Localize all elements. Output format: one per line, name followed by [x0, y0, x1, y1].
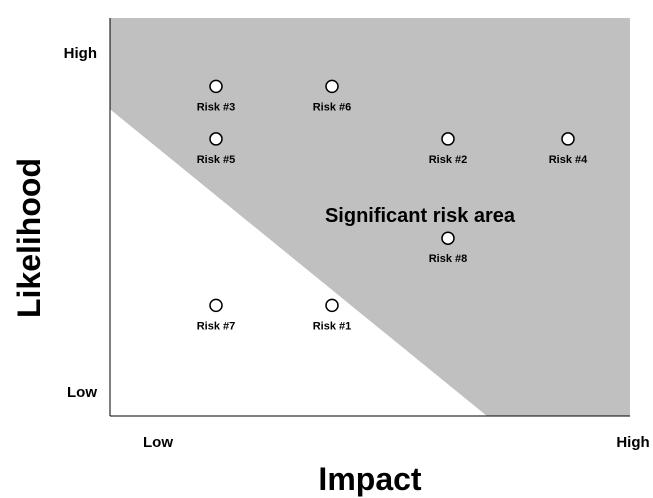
risk-point-label: Risk #8	[429, 253, 468, 265]
x-tick-high: High	[616, 434, 649, 451]
y-tick-high: High	[64, 45, 97, 62]
x-axis-title: Impact	[318, 461, 421, 497]
risk-point-marker	[441, 231, 455, 245]
risk-point-marker	[209, 298, 223, 313]
risk-point-marker	[325, 79, 339, 94]
risk-point-label: Risk #3	[197, 101, 236, 113]
risk-point-marker	[325, 298, 339, 313]
risk-point-marker	[441, 132, 455, 146]
region-label: Significant risk area	[325, 205, 516, 227]
data-points: Risk #3 Risk #6 Risk #5 Risk #2 Risk #4 Risk …	[197, 79, 588, 332]
x-tick-low: Low	[143, 434, 173, 451]
significant-risk-region	[110, 18, 630, 416]
risk-point-label: Risk #2	[429, 154, 468, 166]
y-axis-title: Likelihood	[11, 158, 47, 318]
y-tick-low: Low	[67, 384, 97, 401]
risk-point-marker	[209, 79, 223, 94]
risk-point-label: Risk #4	[549, 154, 588, 166]
risk-point-marker	[209, 132, 223, 146]
risk-point-label: Risk #1	[313, 320, 352, 332]
risk-point-label: Risk #5	[197, 154, 236, 166]
risk-point-label: Risk #7	[197, 320, 236, 332]
risk-point-label: Risk #6	[313, 101, 352, 113]
risk-point-marker	[561, 132, 575, 146]
